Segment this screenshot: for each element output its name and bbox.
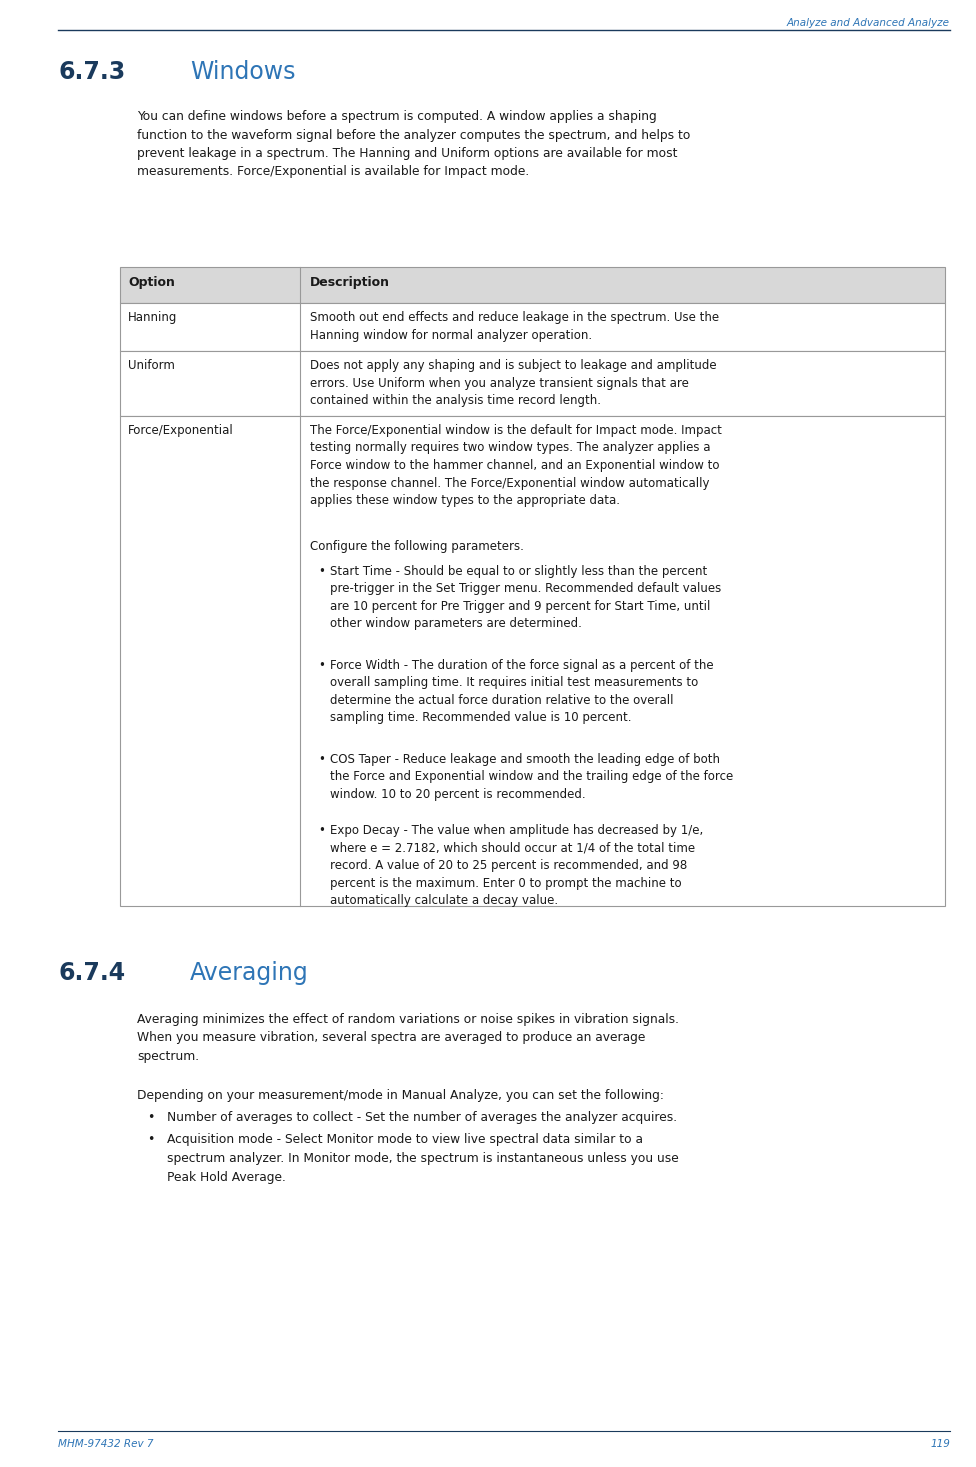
- Bar: [120, 267, 945, 304]
- Text: Does not apply any shaping and is subject to leakage and amplitude
errors. Use U: Does not apply any shaping and is subjec…: [310, 359, 716, 406]
- Text: Uniform: Uniform: [128, 359, 175, 373]
- Text: Acquisition mode - Select Monitor mode to view live spectral data similar to a
s: Acquisition mode - Select Monitor mode t…: [167, 1134, 678, 1184]
- Text: •: •: [318, 565, 325, 578]
- Text: •: •: [147, 1134, 154, 1147]
- Text: Force Width - The duration of the force signal as a percent of the
overall sampl: Force Width - The duration of the force …: [330, 659, 713, 725]
- Text: Option: Option: [128, 276, 175, 289]
- Text: Description: Description: [310, 276, 390, 289]
- Text: You can define windows before a spectrum is computed. A window applies a shaping: You can define windows before a spectrum…: [137, 110, 690, 179]
- Text: The Force/Exponential window is the default for Impact mode. Impact
testing norm: The Force/Exponential window is the defa…: [310, 424, 722, 508]
- Text: Analyze and Advanced Analyze: Analyze and Advanced Analyze: [787, 18, 950, 28]
- Text: •: •: [318, 824, 325, 838]
- Text: Start Time - Should be equal to or slightly less than the percent
pre-trigger in: Start Time - Should be equal to or sligh…: [330, 565, 721, 631]
- Text: Averaging minimizes the effect of random variations or noise spikes in vibration: Averaging minimizes the effect of random…: [137, 1014, 679, 1064]
- Text: 6.7.3: 6.7.3: [58, 60, 125, 84]
- Text: Depending on your measurement/mode in Manual Analyze, you can set the following:: Depending on your measurement/mode in Ma…: [137, 1090, 664, 1103]
- Text: COS Taper - Reduce leakage and smooth the leading edge of both
the Force and Exp: COS Taper - Reduce leakage and smooth th…: [330, 753, 733, 801]
- Text: 6.7.4: 6.7.4: [58, 961, 125, 984]
- Text: Force/Exponential: Force/Exponential: [128, 424, 233, 437]
- Text: MHM-97432 Rev 7: MHM-97432 Rev 7: [58, 1439, 153, 1449]
- Text: Smooth out end effects and reduce leakage in the spectrum. Use the
Hanning windo: Smooth out end effects and reduce leakag…: [310, 311, 719, 342]
- Text: Expo Decay - The value when amplitude has decreased by 1/e,
where e = 2.7182, wh: Expo Decay - The value when amplitude ha…: [330, 824, 704, 907]
- Text: Averaging: Averaging: [190, 961, 308, 984]
- Text: •: •: [147, 1112, 154, 1125]
- Text: •: •: [318, 753, 325, 766]
- Text: 119: 119: [930, 1439, 950, 1449]
- Text: Windows: Windows: [190, 60, 296, 84]
- Text: Hanning: Hanning: [128, 311, 178, 324]
- Bar: [120, 304, 945, 351]
- Text: Configure the following parameters.: Configure the following parameters.: [310, 540, 524, 553]
- Text: •: •: [318, 659, 325, 672]
- Bar: [120, 417, 945, 907]
- Bar: [120, 351, 945, 417]
- Text: Number of averages to collect - Set the number of averages the analyzer acquires: Number of averages to collect - Set the …: [167, 1112, 677, 1125]
